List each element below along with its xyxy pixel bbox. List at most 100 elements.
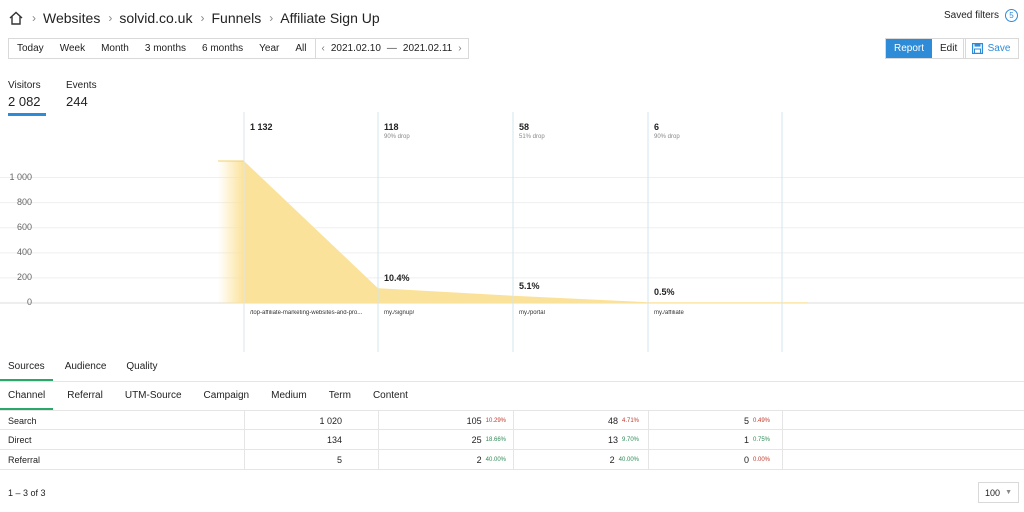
- step-header: 1 132: [250, 122, 273, 132]
- y-tick-label: 200: [16, 271, 32, 282]
- funnel-area: [244, 161, 808, 303]
- funnel-svg: [0, 112, 1024, 352]
- step-percent: 40.00%: [485, 457, 506, 463]
- step-header: 58 51% drop: [519, 122, 545, 140]
- step-count: 1 132: [250, 122, 273, 132]
- step-drop: 51% drop: [519, 134, 545, 140]
- step-url[interactable]: /top-affiliate-marketing-websites-and-pr…: [250, 310, 363, 316]
- y-tick-label: 600: [16, 221, 32, 232]
- chevron-right-icon: ›: [269, 11, 274, 25]
- breadcrumb-funnels[interactable]: Funnels: [211, 10, 262, 26]
- period-all[interactable]: All: [295, 43, 307, 54]
- column-divider: [378, 411, 379, 431]
- step-percent: 4.71%: [621, 418, 639, 424]
- edit-button[interactable]: Edit: [940, 43, 958, 54]
- step-header: 6 90% drop: [654, 122, 680, 140]
- page-size-value: 100: [985, 487, 1001, 498]
- column-divider: [244, 411, 245, 431]
- step-drop: 90% drop: [654, 134, 680, 140]
- period-year[interactable]: Year: [259, 43, 280, 54]
- column-divider: [782, 411, 783, 431]
- y-tick-label: 0: [26, 297, 32, 307]
- step-percent: 0.00%: [752, 457, 770, 463]
- y-tick-label: 1 000: [9, 171, 32, 182]
- step-value: 13: [607, 435, 618, 445]
- period-today[interactable]: Today: [17, 43, 44, 54]
- step-cell: 105 10.29%: [467, 411, 506, 431]
- metric-visitors[interactable]: Visitors 2 082: [8, 80, 46, 116]
- step-url[interactable]: my./signup/: [384, 310, 415, 316]
- tab-audience[interactable]: Audience: [64, 360, 107, 372]
- period-month[interactable]: Month: [101, 43, 129, 54]
- tab-referral[interactable]: Referral: [67, 389, 103, 401]
- date-from[interactable]: 2021.02.10: [330, 43, 381, 54]
- breadcrumb-site[interactable]: solvid.co.uk: [119, 10, 193, 26]
- chevron-right-icon: ›: [108, 11, 113, 25]
- tab-quality[interactable]: Quality: [126, 360, 158, 372]
- step-percent: 0.49%: [752, 418, 770, 424]
- table-row[interactable]: Referral 5 2 40.00% 2 40.00% 0 0.00%: [0, 450, 1024, 470]
- save-button[interactable]: Save: [963, 38, 1019, 59]
- metric-events[interactable]: Events 244: [66, 80, 97, 109]
- period-6-months[interactable]: 6 months: [202, 43, 244, 54]
- page-title: Affiliate Sign Up: [280, 10, 380, 26]
- step-drop: 90% drop: [384, 134, 410, 140]
- date-range[interactable]: ‹ 2021.02.10 — 2021.02.11 ›: [314, 39, 468, 58]
- sources-table: Search 1 020 105 10.29% 48 4.71% 5 0.49% Di…: [0, 410, 1024, 470]
- column-divider: [378, 430, 379, 450]
- chevron-left-icon[interactable]: ‹: [321, 43, 325, 54]
- tab-sources[interactable]: Sources: [0, 356, 53, 382]
- row-total: 5: [336, 455, 342, 465]
- tab-content[interactable]: Content: [372, 389, 408, 401]
- step-value: 5: [743, 416, 749, 426]
- step-value: 0: [743, 455, 749, 465]
- tab-utm-source[interactable]: UTM-Source: [124, 389, 182, 401]
- step-value: 2: [609, 455, 615, 465]
- page-size-select[interactable]: 100 ▼: [978, 482, 1019, 503]
- table-row[interactable]: Search 1 020 105 10.29% 48 4.71% 5 0.49%: [0, 410, 1024, 431]
- step-value: 2: [476, 455, 482, 465]
- step-percent: 9.70%: [621, 437, 639, 443]
- column-divider: [648, 430, 649, 450]
- row-name: Direct: [8, 435, 32, 445]
- column-divider: [513, 450, 514, 470]
- saved-filters-button[interactable]: Saved filters 5: [944, 9, 1018, 22]
- chevron-right-icon: ›: [32, 11, 36, 25]
- breadcrumb-websites[interactable]: Websites: [43, 10, 101, 26]
- column-divider: [648, 450, 649, 470]
- funnel-area-lead: [218, 161, 244, 303]
- step-url[interactable]: my./affiliate: [654, 310, 684, 316]
- period-3-months[interactable]: 3 months: [144, 43, 187, 54]
- divider: [0, 381, 1024, 382]
- step-conversion-percent: 10.4%: [384, 273, 410, 284]
- period-week[interactable]: Week: [59, 43, 86, 54]
- step-cell: 2 40.00%: [477, 450, 506, 470]
- step-cell: 25 18.66%: [472, 430, 506, 450]
- step-count: 6: [654, 122, 660, 132]
- tab-medium[interactable]: Medium: [271, 389, 307, 401]
- y-tick-label: 400: [16, 246, 32, 257]
- column-divider: [782, 430, 783, 450]
- row-name: Search: [8, 416, 37, 426]
- tab-channel[interactable]: Channel: [0, 385, 54, 411]
- pagination-info: 1 – 3 of 3: [8, 488, 46, 498]
- step-cell: 48 4.71%: [608, 411, 639, 431]
- metric-value: 2 082: [8, 94, 41, 109]
- step-value: 25: [471, 435, 482, 445]
- tab-campaign[interactable]: Campaign: [203, 389, 250, 401]
- report-button[interactable]: Report: [886, 39, 933, 58]
- step-cell: 0 0.00%: [744, 450, 770, 470]
- column-divider: [513, 411, 514, 431]
- breadcrumb: › Websites › solvid.co.uk › Funnels › Af…: [8, 8, 380, 28]
- step-url[interactable]: my./portal: [519, 310, 545, 316]
- metric-label: Visitors: [8, 80, 41, 91]
- step-percent: 0.75%: [752, 437, 770, 443]
- date-to[interactable]: 2021.02.11: [402, 43, 453, 54]
- chevron-right-icon[interactable]: ›: [458, 43, 462, 54]
- step-cell: 13 9.70%: [608, 430, 639, 450]
- home-icon[interactable]: [8, 10, 24, 26]
- step-conversion-percent: 0.5%: [654, 287, 675, 298]
- tab-term[interactable]: Term: [328, 389, 351, 401]
- saved-filters-label: Saved filters: [943, 10, 999, 21]
- table-row[interactable]: Direct 134 25 18.66% 13 9.70% 1 0.75%: [0, 430, 1024, 450]
